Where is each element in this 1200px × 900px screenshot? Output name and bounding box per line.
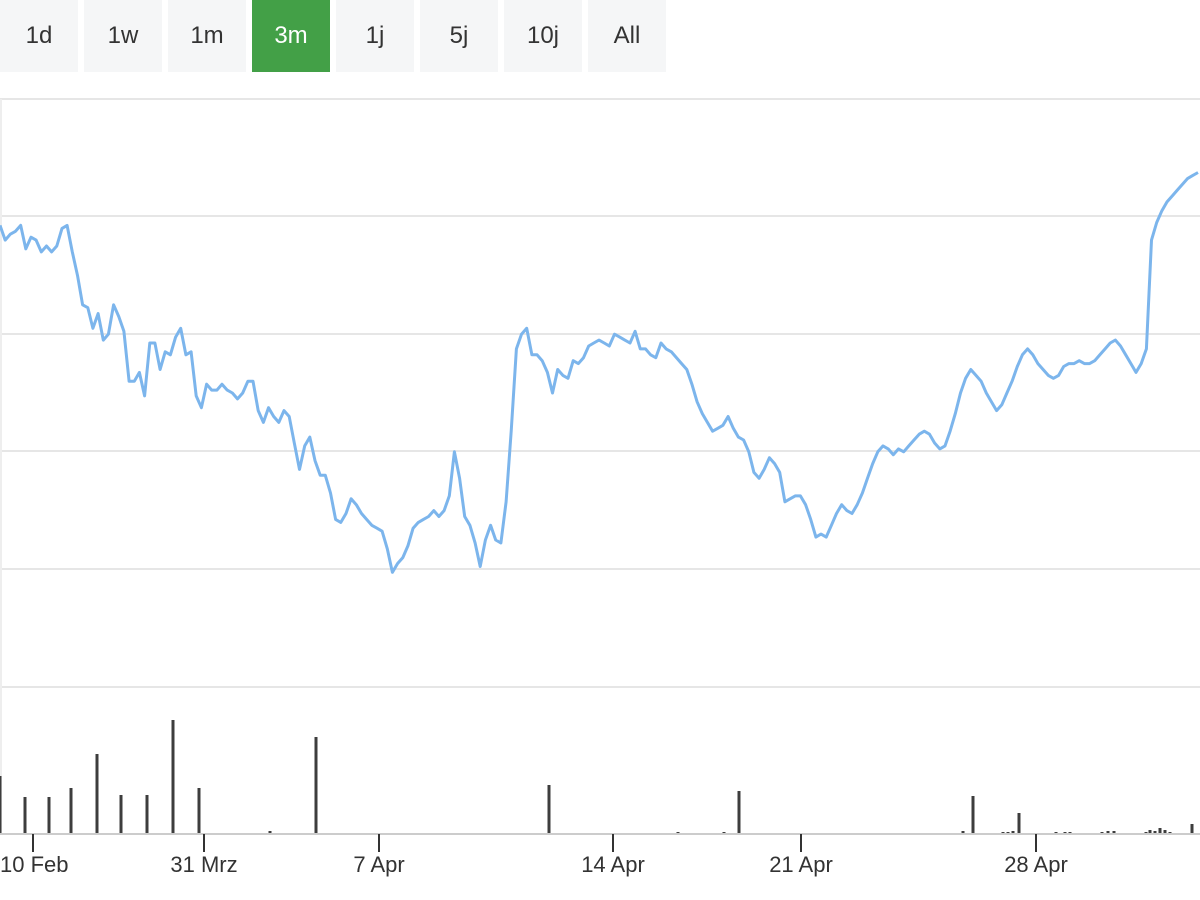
range-button-1m[interactable]: 1m [168, 0, 246, 72]
range-button-1d[interactable]: 1d [0, 0, 78, 72]
volume-bar [145, 795, 149, 834]
volume-bar [1148, 830, 1152, 834]
range-button-10j[interactable]: 10j [504, 0, 582, 72]
volume-bar [171, 720, 175, 834]
volume-bar [1106, 831, 1110, 834]
volume-bar [95, 754, 99, 834]
volume-bar [1158, 828, 1162, 834]
x-tick-label: 7 Apr [353, 852, 404, 877]
range-button-all[interactable]: All [588, 0, 666, 72]
x-tick-label: 28 Apr [1004, 852, 1068, 877]
range-button-5j[interactable]: 5j [420, 0, 498, 72]
x-tick-label: 10 Feb [0, 852, 69, 877]
volume-bar [0, 776, 2, 834]
range-selector: 1d 1w 1m 3m 1j 5j 10j All [0, 0, 672, 72]
volume-bar [1011, 831, 1015, 834]
x-axis: 10 Feb 31 Mrz 7 Apr 14 Apr 21 Apr 28 Apr [0, 833, 1200, 877]
volume-bar [1017, 813, 1021, 834]
gridlines [0, 98, 1200, 834]
volume-series [0, 720, 1194, 834]
volume-bar [1112, 831, 1116, 834]
volume-bar [1190, 824, 1194, 834]
volume-bar [268, 831, 272, 834]
volume-bar [119, 795, 123, 834]
volume-bar [69, 788, 73, 834]
volume-bar [1153, 831, 1157, 834]
x-tick-label: 14 Apr [581, 852, 645, 877]
range-button-1w[interactable]: 1w [84, 0, 162, 72]
volume-bar [547, 785, 551, 834]
price-series [0, 171, 1199, 574]
x-tick-label: 21 Apr [769, 852, 833, 877]
volume-bar [314, 737, 318, 834]
volume-bar [197, 788, 201, 834]
volume-bar [47, 797, 51, 834]
price-line [0, 171, 1199, 574]
range-button-1j[interactable]: 1j [336, 0, 414, 72]
volume-bar [737, 791, 741, 834]
volume-bar [23, 797, 27, 834]
x-tick-label: 31 Mrz [170, 852, 237, 877]
volume-bar [971, 796, 975, 834]
volume-bar [961, 831, 965, 834]
range-button-3m[interactable]: 3m [252, 0, 330, 72]
volume-bar [1163, 830, 1167, 834]
